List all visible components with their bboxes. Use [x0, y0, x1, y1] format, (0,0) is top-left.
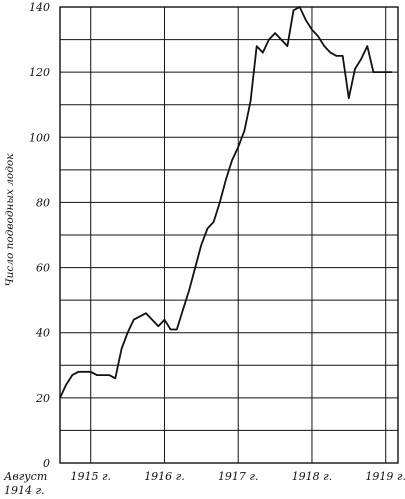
x-tick-label: 1919 г.	[365, 470, 405, 483]
y-tick-label: 140	[29, 1, 50, 14]
y-tick-label: 0	[43, 457, 50, 470]
grid-lines	[59, 6, 399, 464]
y-tick-label: 120	[29, 66, 50, 79]
y-tick-label: 100	[29, 131, 50, 144]
x-tick-label: 1916 г.	[144, 470, 185, 483]
y-tick-label: 80	[36, 196, 50, 209]
y-tick-label: 40	[35, 327, 50, 340]
series-line	[59, 6, 392, 399]
x-tick-label: 1915 г.	[70, 470, 111, 483]
plot-frame	[59, 6, 399, 464]
y-tick-label: 60	[36, 262, 50, 275]
y-tick-label: 20	[35, 392, 50, 405]
x-tick-label: Август	[3, 470, 47, 483]
x-tick-label: 1917 г.	[218, 470, 259, 483]
series-layer	[59, 6, 392, 399]
y-axis-label: Число подводных лодок	[4, 153, 16, 287]
x-tick-label-line2: 1914 г.	[4, 484, 45, 497]
x-tick-label: 1918 г.	[292, 470, 333, 483]
